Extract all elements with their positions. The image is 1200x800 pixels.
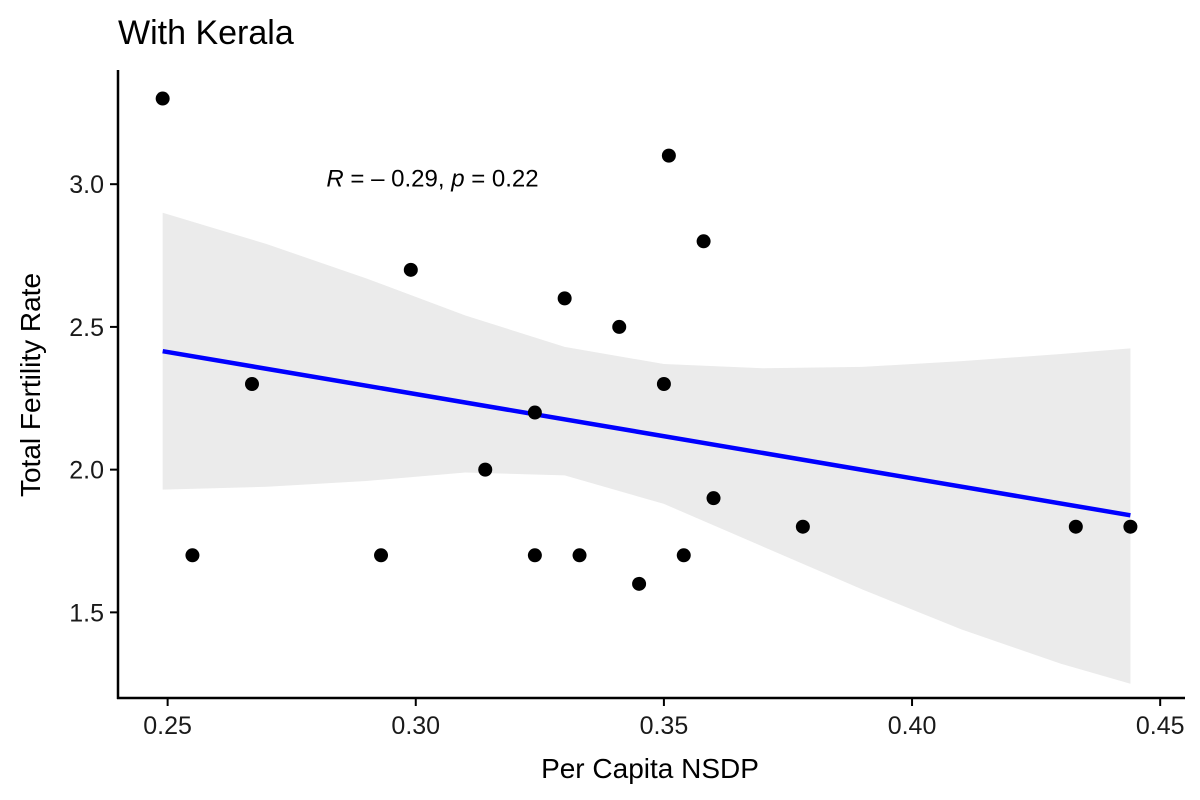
data-point [557, 291, 572, 306]
data-point [374, 548, 389, 563]
p-value-text: = 0.22 [465, 165, 539, 192]
correlation-annotation: R = – 0.29, p = 0.22 [326, 165, 538, 192]
data-point [572, 548, 587, 563]
regression-layer [162, 348, 1131, 518]
data-point [527, 548, 542, 563]
x-tick-label: 0.35 [640, 712, 689, 740]
data-point [632, 576, 647, 591]
x-axis-ticks: 0.25 0.30 0.35 0.40 0.45 [143, 698, 1185, 740]
y-tick-label: 3.0 [69, 171, 104, 199]
y-tick-label: 1.5 [69, 599, 104, 627]
confidence-band-layer [162, 212, 1131, 684]
data-points-layer [155, 91, 1138, 591]
p-symbol: p [450, 165, 464, 192]
axes-layer [116, 70, 1185, 700]
data-point [403, 262, 418, 277]
data-point [185, 548, 200, 563]
data-point [795, 519, 810, 534]
data-point [706, 491, 721, 506]
x-tick-label: 0.45 [1136, 712, 1185, 740]
data-point [656, 377, 671, 391]
y-tick-label: 2.5 [69, 314, 104, 342]
regression-line [162, 348, 1131, 518]
data-point [661, 148, 676, 163]
data-point [155, 91, 170, 106]
x-tick-label: 0.30 [391, 712, 440, 740]
plot-title: With Kerala [118, 14, 294, 52]
data-point [676, 548, 691, 563]
r-value-text: = – 0.29, [344, 165, 451, 192]
y-axis-ticks: 1.5 2.0 2.5 3.0 [69, 171, 118, 627]
x-tick-label: 0.40 [888, 712, 937, 740]
data-point [1123, 519, 1138, 534]
x-axis-title: Per Capita NSDP [541, 753, 759, 784]
confidence-band [162, 212, 1131, 684]
data-point [527, 405, 542, 420]
data-point [612, 319, 627, 334]
y-axis-title: Total Fertility Rate [15, 273, 46, 497]
data-point [696, 234, 711, 249]
data-point [244, 377, 259, 391]
r-symbol: R [326, 165, 343, 192]
data-point [1068, 519, 1083, 534]
data-point [478, 462, 493, 477]
x-tick-label: 0.25 [143, 712, 192, 740]
y-tick-label: 2.0 [69, 457, 104, 485]
